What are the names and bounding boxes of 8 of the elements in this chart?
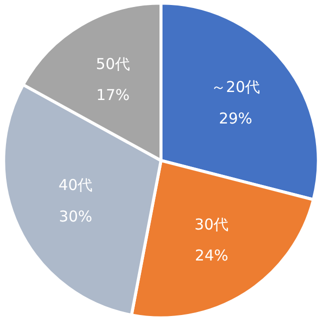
data-label: 24%	[194, 246, 228, 265]
data-label: 29%	[218, 110, 252, 128]
slice-label: ～20代	[211, 78, 260, 96]
slice-label: 30代	[194, 215, 229, 234]
slice-label: 40代	[58, 176, 93, 194]
slice-label: 50代	[96, 54, 130, 73]
data-label: 30%	[58, 207, 92, 226]
data-label: 17%	[96, 86, 130, 104]
